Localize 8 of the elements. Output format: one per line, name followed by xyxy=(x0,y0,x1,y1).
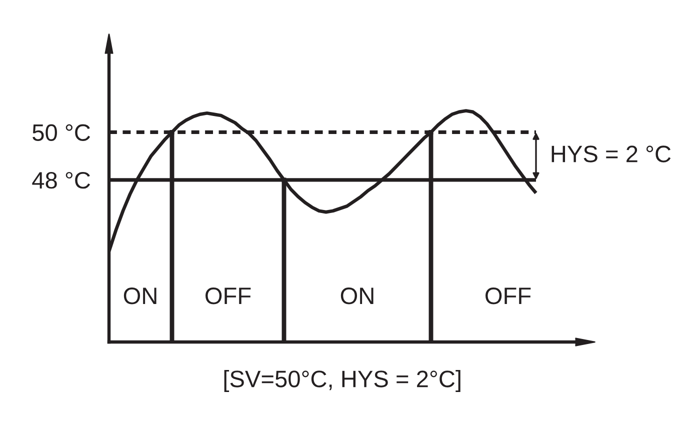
annotation: OFF xyxy=(206,288,251,304)
annotation: ON xyxy=(124,288,156,304)
annotation: ON xyxy=(340,288,374,304)
text: [SV=50°C, HYS = 2°C] xyxy=(224,370,460,392)
y-tick-label: 48 °C xyxy=(32,172,90,189)
annotation: HYS = 2 °C xyxy=(552,146,671,162)
y-tick-label: 50 °C xyxy=(32,124,90,141)
annotation: OFF xyxy=(486,288,531,304)
